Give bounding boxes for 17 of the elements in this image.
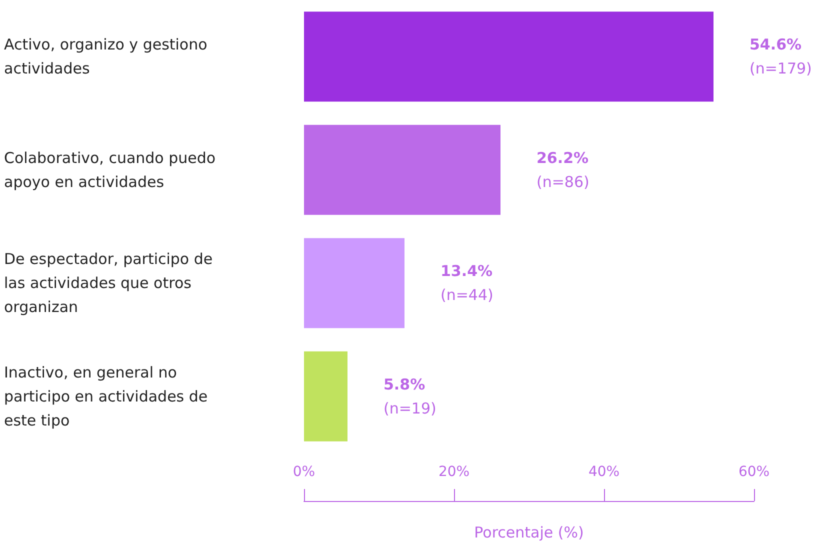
y-tick-label: Inactivo, en general no participo en actividades de este tipo (4, 363, 212, 430)
data-label: 54.6% (n=179) (750, 36, 812, 78)
data-label: 13.4% (n=44) (440, 262, 494, 304)
x-tick-label: 40% (588, 464, 620, 480)
data-label: 5.8% (n=19) (384, 375, 436, 418)
bar (304, 124, 500, 215)
x-tick-label: 0% (292, 464, 316, 480)
bar (304, 238, 404, 328)
x-tick-label: 60% (738, 464, 770, 480)
bar (304, 12, 714, 102)
x-tick-label: 20% (438, 464, 470, 480)
y-tick-label: Colaborativo, cuando puedo apoyo en actividades (4, 148, 220, 191)
x-axis-title: Porcentaje (%) (474, 524, 584, 542)
bar (304, 351, 348, 442)
y-tick-label: De espectador, participo de las actividades que otros organizan (4, 250, 218, 316)
data-label: 26.2% (n=86) (536, 148, 590, 191)
y-tick-label: Activo, organizo y gestiono actividades (4, 36, 212, 78)
